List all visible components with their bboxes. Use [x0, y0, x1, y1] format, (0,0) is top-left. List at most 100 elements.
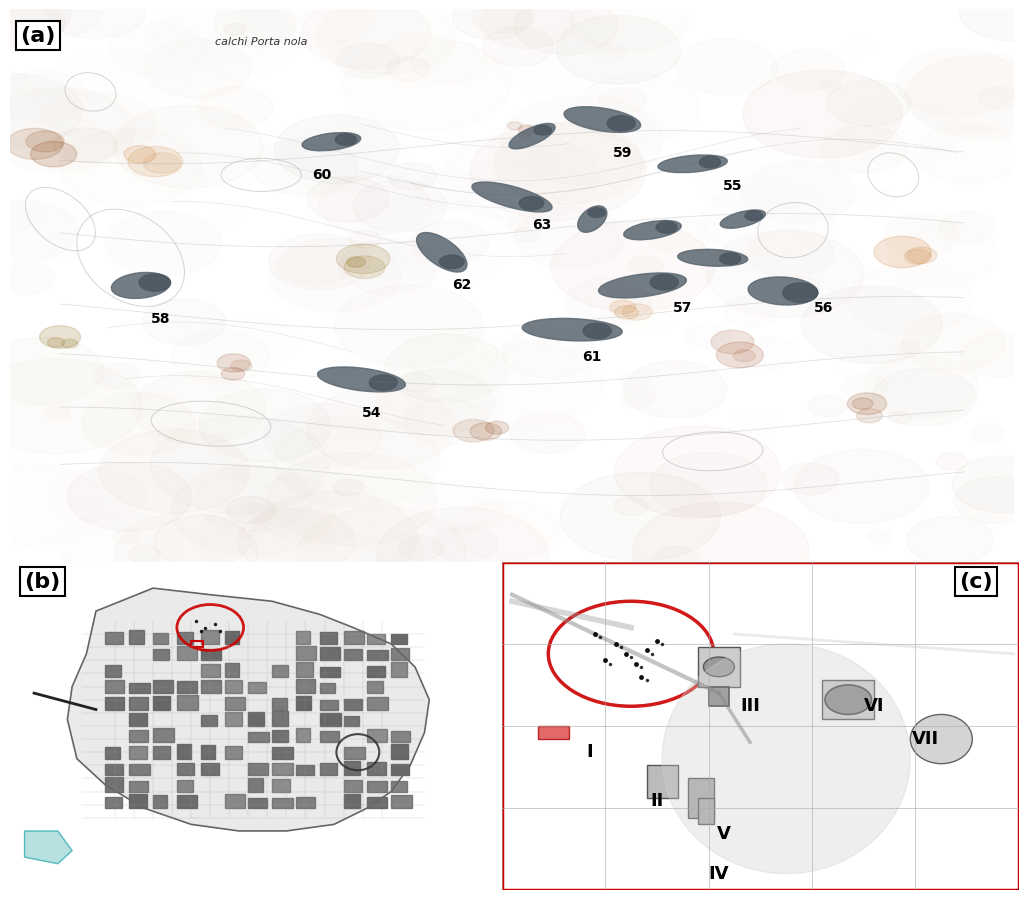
- Circle shape: [344, 256, 385, 279]
- Circle shape: [623, 304, 652, 320]
- Bar: [248, 732, 268, 743]
- Bar: [319, 762, 337, 775]
- Bar: [224, 697, 246, 709]
- Bar: [272, 779, 290, 792]
- Ellipse shape: [112, 272, 170, 298]
- Bar: [248, 778, 263, 792]
- Ellipse shape: [509, 123, 555, 149]
- Bar: [105, 632, 123, 644]
- Ellipse shape: [658, 155, 727, 173]
- Circle shape: [336, 244, 390, 273]
- Circle shape: [6, 129, 62, 159]
- Bar: [129, 794, 146, 808]
- Bar: [368, 780, 387, 792]
- Text: VII: VII: [912, 730, 939, 748]
- Bar: [129, 764, 150, 775]
- Text: IV: IV: [709, 865, 729, 883]
- Bar: [272, 711, 288, 726]
- Bar: [344, 631, 365, 644]
- Ellipse shape: [564, 107, 641, 132]
- Bar: [177, 762, 194, 775]
- Bar: [105, 777, 123, 792]
- Bar: [344, 794, 359, 808]
- Bar: [296, 646, 316, 660]
- Circle shape: [519, 196, 544, 210]
- Circle shape: [370, 375, 397, 390]
- Ellipse shape: [599, 273, 686, 298]
- Bar: [368, 729, 387, 743]
- Text: VI: VI: [864, 698, 885, 716]
- Bar: [296, 797, 314, 808]
- Bar: [344, 761, 360, 775]
- Text: III: III: [740, 698, 760, 716]
- Bar: [344, 716, 358, 726]
- Bar: [177, 632, 193, 644]
- Circle shape: [439, 255, 464, 269]
- Text: 58: 58: [151, 312, 171, 325]
- Ellipse shape: [749, 277, 818, 305]
- Bar: [319, 699, 338, 709]
- Bar: [368, 681, 383, 693]
- Circle shape: [143, 153, 180, 174]
- Circle shape: [518, 125, 535, 134]
- Bar: [272, 665, 288, 677]
- Bar: [177, 681, 197, 693]
- Bar: [201, 680, 221, 693]
- Text: II: II: [650, 792, 664, 810]
- Circle shape: [744, 210, 763, 220]
- Bar: [368, 797, 387, 808]
- Text: V: V: [717, 825, 731, 843]
- Circle shape: [519, 132, 530, 138]
- Bar: [177, 744, 191, 759]
- Bar: [201, 649, 221, 660]
- Ellipse shape: [578, 206, 607, 232]
- Ellipse shape: [624, 220, 681, 240]
- Text: 62: 62: [453, 279, 471, 292]
- Bar: [391, 744, 408, 759]
- Bar: [154, 696, 170, 709]
- Bar: [248, 797, 266, 808]
- Bar: [201, 763, 219, 775]
- Text: 57: 57: [673, 300, 692, 315]
- Bar: [129, 713, 146, 726]
- Circle shape: [26, 131, 65, 152]
- Circle shape: [906, 247, 937, 263]
- Text: 60: 60: [311, 168, 331, 182]
- Circle shape: [230, 360, 252, 371]
- Circle shape: [347, 257, 366, 267]
- Circle shape: [139, 274, 171, 291]
- Circle shape: [124, 146, 156, 164]
- Bar: [698, 798, 714, 824]
- Bar: [154, 796, 168, 808]
- Circle shape: [336, 134, 356, 146]
- Ellipse shape: [317, 367, 406, 392]
- Bar: [319, 647, 341, 660]
- Circle shape: [699, 156, 721, 168]
- Circle shape: [848, 393, 887, 414]
- Circle shape: [720, 253, 740, 264]
- Circle shape: [47, 338, 65, 347]
- Bar: [129, 629, 144, 644]
- Circle shape: [825, 685, 871, 715]
- Bar: [368, 650, 388, 660]
- Bar: [224, 794, 245, 808]
- Text: (c): (c): [959, 572, 993, 592]
- Bar: [319, 713, 341, 726]
- Bar: [201, 715, 217, 726]
- Bar: [296, 679, 315, 693]
- Circle shape: [733, 350, 756, 361]
- Bar: [129, 697, 148, 709]
- Text: 59: 59: [612, 146, 632, 160]
- Circle shape: [583, 323, 611, 339]
- Bar: [224, 680, 242, 693]
- Bar: [224, 663, 239, 677]
- Circle shape: [31, 141, 77, 167]
- Circle shape: [128, 147, 182, 177]
- Circle shape: [856, 409, 883, 423]
- Text: I: I: [587, 743, 593, 761]
- Bar: [344, 649, 361, 660]
- Bar: [105, 797, 122, 808]
- Bar: [296, 764, 314, 775]
- Circle shape: [607, 116, 635, 131]
- Bar: [105, 665, 122, 677]
